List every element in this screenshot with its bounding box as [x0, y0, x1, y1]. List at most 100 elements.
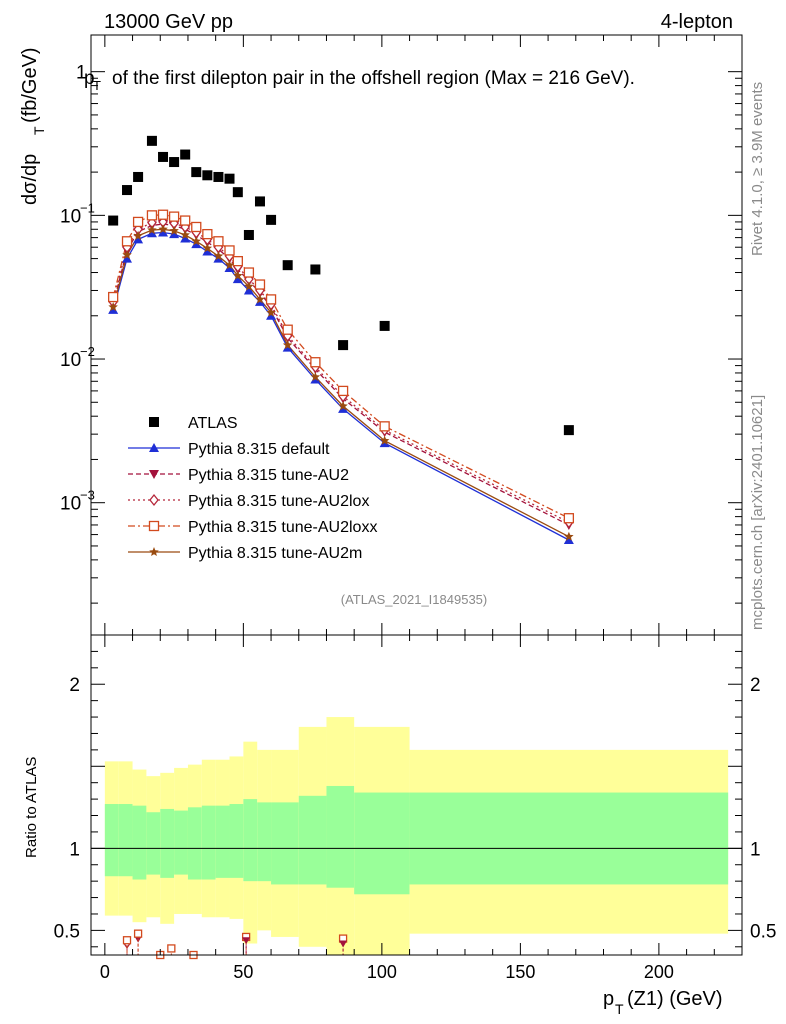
series-marker-1: [191, 239, 202, 249]
series-marker-4: [121, 236, 133, 247]
series-marker-1: [243, 285, 254, 295]
channel-label: 4-lepton: [661, 11, 733, 33]
side-text-bottom: mcplots.cern.ch [arXiv:2401.10621]: [749, 395, 766, 630]
atlas-data-point: [169, 157, 180, 168]
ratio-band-green: [257, 802, 272, 882]
series-marker-4: [146, 210, 158, 221]
series-marker-1: [224, 263, 235, 273]
ratio-tick-label-left: 2: [69, 675, 80, 696]
series-marker-4: [337, 385, 349, 397]
series-marker-4: [180, 215, 191, 226]
y-tick-label-exp: −3: [80, 488, 95, 503]
series-marker-5: [255, 294, 265, 304]
atlas-data-point: [563, 425, 574, 436]
atlas-data-point: [108, 215, 119, 226]
series-marker-1: [180, 233, 191, 243]
atlas-data-point: [122, 185, 133, 196]
ratio-tick-label-right: 1: [750, 839, 761, 860]
x-tick-label: 150: [505, 962, 535, 982]
y-axis-label-ratio: Ratio to ATLAS: [23, 757, 40, 858]
ratio-band-green: [215, 805, 230, 878]
ratio-band-green: [201, 805, 216, 880]
series-marker-5: [147, 225, 157, 235]
ratio-band-green: [409, 792, 729, 885]
series-marker-5: [564, 531, 574, 541]
plot-title-p: p: [84, 68, 95, 89]
legend-label: Pythia 8.315 tune-AU2m: [188, 545, 362, 562]
x-axis-label-rest: (Z1) (GeV): [627, 988, 723, 1010]
series-marker-1: [158, 227, 169, 237]
series-marker-4: [265, 294, 277, 305]
series-marker-4: [132, 216, 144, 228]
x-tick-label: 50: [233, 962, 253, 982]
atlas-data-point: [146, 135, 157, 146]
ratio-point-marker: [133, 929, 143, 938]
x-axis-label-p: p: [603, 988, 614, 1010]
atlas-data-point: [310, 264, 321, 275]
y-axis-label-text: dσ/dp: [19, 154, 41, 205]
series-marker-1: [122, 253, 133, 263]
ratio-band-green: [326, 785, 355, 888]
side-text-bottom-wrap: mcplots.cern.ch [arXiv:2401.10621]: [749, 395, 766, 630]
series-marker-5: [108, 302, 118, 312]
series-marker-4: [243, 267, 255, 278]
mc-markers: [108, 209, 575, 545]
legend-label: ATLAS: [188, 415, 238, 432]
ratio-label-text: Ratio to ATLAS: [23, 757, 40, 858]
ratio-tick-label-right: 0.5: [750, 921, 776, 942]
legend: ATLAS Pythia 8.315 default Pythia 8.315 tu…: [128, 415, 377, 562]
series-marker-1: [146, 228, 157, 238]
series-marker-4: [563, 513, 575, 524]
atlas-data-point: [224, 173, 235, 184]
atlas-data-point: [282, 260, 293, 271]
y-tick-label: 1: [76, 63, 87, 84]
atlas-data-point: [202, 170, 213, 181]
y-tick-label: 10: [60, 350, 81, 371]
ratio-band-green: [104, 804, 119, 877]
mc-lines: [112, 214, 570, 541]
atlas-data-point: [338, 340, 349, 351]
legend-marker: [149, 493, 159, 507]
y-axis-label-sub: T: [31, 126, 47, 135]
y-tick-label-exp: −1: [80, 200, 95, 215]
atlas-data-point: [180, 149, 191, 160]
legend-marker: [149, 470, 159, 479]
series-marker-5: [169, 225, 179, 235]
series-marker-4: [254, 279, 266, 290]
ratio-band-green: [132, 805, 147, 880]
plot-title: of the first dilepton pair in the offshe…: [112, 68, 635, 89]
series-marker-1: [232, 274, 243, 284]
series-marker-4: [379, 421, 390, 432]
analysis-watermark: (ATLAS_2021_I1849535): [341, 592, 487, 607]
side-text-top-wrap: Rivet 4.1.0, ≥ 3.9M events: [749, 82, 766, 256]
ratio-band-green: [243, 799, 258, 882]
series-marker-5: [338, 401, 348, 411]
atlas-data-point: [232, 187, 243, 198]
series-marker-4: [224, 245, 235, 256]
ratio-frame: [90, 634, 743, 956]
energy-label: 13000 GeV pp: [104, 11, 233, 33]
legend-label: Pythia 8.315 tune-AU2: [188, 467, 349, 484]
plot-title-sub: T: [93, 78, 101, 93]
ratio-point-marker: [122, 936, 132, 945]
atlas-points: [108, 135, 574, 436]
atlas-data-point: [191, 167, 202, 178]
series-marker-4: [282, 324, 293, 335]
ratio-band-green: [160, 808, 175, 878]
series-marker-4: [108, 291, 119, 303]
ratio-band-green: [146, 812, 161, 875]
series-marker-4: [191, 221, 202, 233]
ratio-point-marker: [339, 940, 348, 948]
atlas-data-point: [133, 171, 144, 182]
series-marker-4: [157, 209, 169, 220]
ratio-point-marker: [167, 944, 176, 953]
series-marker-5: [282, 340, 293, 350]
series-marker-5: [233, 270, 243, 280]
legend-marker: [149, 547, 159, 556]
legend-marker: [148, 520, 160, 532]
legend-label: Pythia 8.315 tune-AU2lox: [188, 493, 369, 510]
ratio-band-green: [174, 810, 188, 875]
series-marker-5: [133, 230, 143, 240]
x-tick-label: 200: [644, 962, 674, 982]
series-marker-5: [379, 435, 390, 445]
